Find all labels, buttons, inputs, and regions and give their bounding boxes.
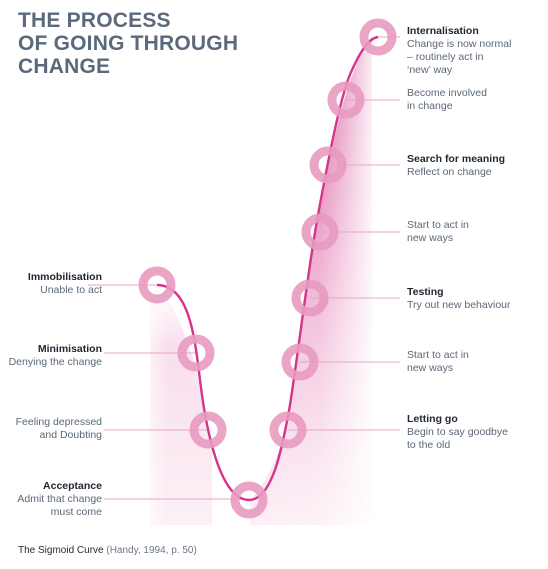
stage-depressed: Feeling depressed and Doubting — [0, 416, 102, 442]
stage-act-new-ways-lower: Start to act in new ways — [407, 349, 469, 375]
ring-depressed — [189, 411, 227, 449]
stage-body: Reflect on change — [407, 166, 492, 178]
stage-body: Admit that change must come — [17, 493, 102, 518]
stage-internalisation: Internalisation Change is now normal – r… — [407, 25, 511, 77]
stage-letting-go: Letting go Begin to say goodbye to the o… — [407, 413, 508, 452]
page-title: THE PROCESS OF GOING THROUGH CHANGE — [18, 9, 258, 78]
ring-acceptance — [230, 481, 268, 519]
ring-internalisation — [359, 18, 397, 56]
ring-involved — [327, 81, 365, 119]
stage-body: Denying the change — [8, 356, 102, 368]
stage-heading: Minimisation — [37, 343, 102, 355]
stage-search-for-meaning: Search for meaning Reflect on change — [407, 153, 505, 179]
stage-heading: Acceptance — [43, 480, 102, 492]
stage-body: Become involved in change — [407, 87, 487, 112]
stage-body: Change is now normal – routinely act in … — [407, 38, 512, 76]
stage-rings — [138, 18, 397, 519]
stage-act-new-ways-upper: Start to act in new ways — [407, 219, 469, 245]
caption-main: The Sigmoid Curve — [18, 545, 104, 556]
stage-minimisation: Minimisation Denying the change — [0, 343, 102, 369]
stage-acceptance: Acceptance Admit that change must come — [0, 480, 102, 519]
stage-body: Try out new behaviour — [407, 299, 511, 311]
stage-body: Feeling depressed and Doubting — [15, 416, 102, 441]
ring-testing — [291, 279, 329, 317]
stage-heading: Letting go — [407, 413, 458, 425]
left-shading — [140, 280, 220, 530]
stage-body: Begin to say goodbye to the old — [407, 426, 508, 451]
stage-immobilisation: Immobilisation Unable to act — [0, 271, 102, 297]
title-line-1: THE PROCESS — [18, 9, 171, 32]
stage-heading: Immobilisation — [27, 271, 102, 283]
ring-act-lower — [281, 343, 319, 381]
caption-citation: (Handy, 1994, p. 50) — [106, 545, 197, 556]
stage-heading: Testing — [407, 286, 444, 298]
stage-body: Start to act in new ways — [407, 219, 469, 244]
ring-act-upper — [301, 213, 339, 251]
stage-testing: Testing Try out new behaviour — [407, 286, 511, 312]
stage-body: Start to act in new ways — [407, 349, 469, 374]
ring-minimisation — [177, 334, 215, 372]
figure-caption: The Sigmoid Curve (Handy, 1994, p. 50) — [18, 545, 197, 556]
ring-letting-go — [269, 411, 307, 449]
ring-meaning — [309, 146, 347, 184]
stage-body: Unable to act — [40, 284, 102, 296]
title-line-3: CHANGE — [18, 55, 111, 78]
ring-immobilisation — [138, 266, 176, 304]
stage-heading: Search for meaning — [407, 153, 506, 165]
title-line-2: OF GOING THROUGH — [18, 32, 239, 55]
stage-heading: Internalisation — [407, 25, 479, 37]
stage-become-involved: Become involved in change — [407, 87, 487, 113]
